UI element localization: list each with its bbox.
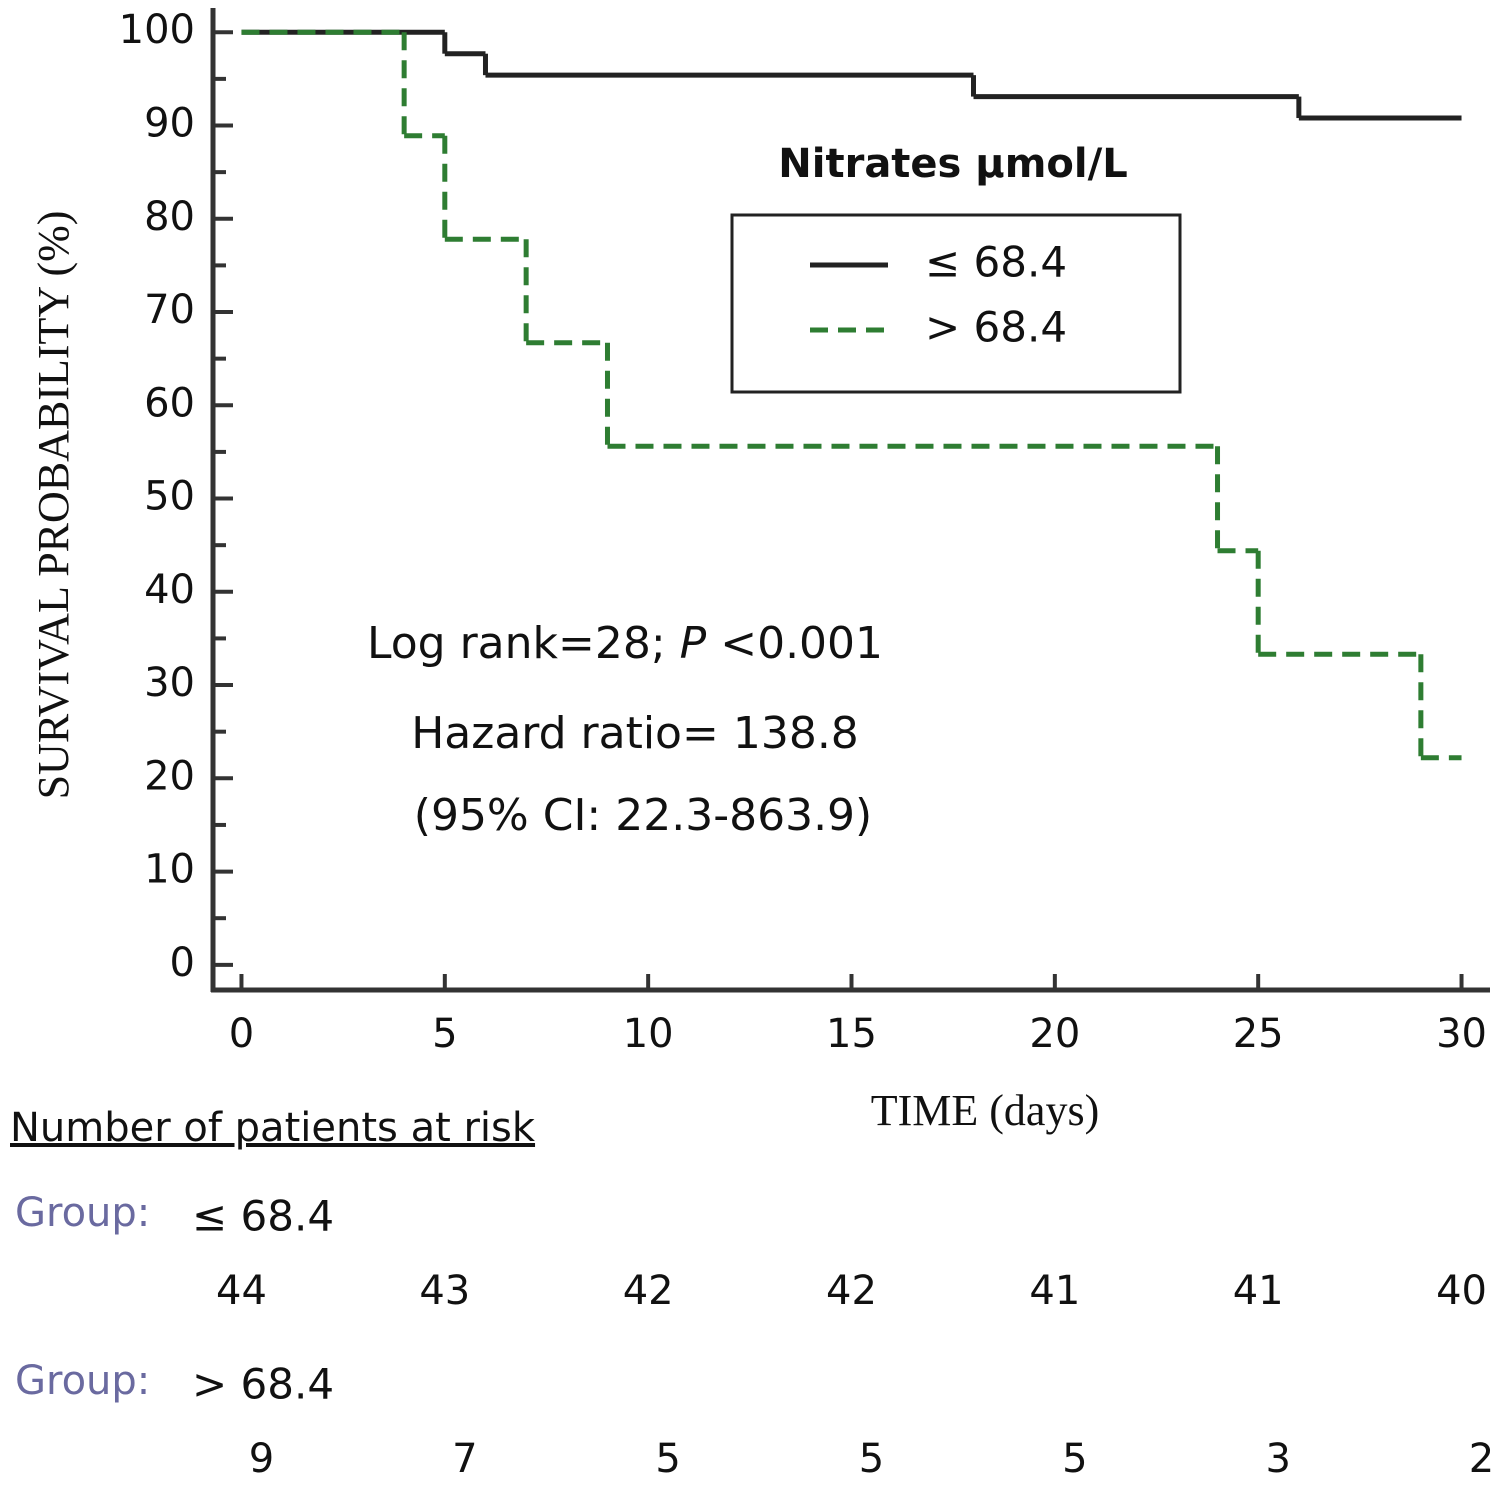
y-tick-label: 50 [144, 474, 195, 520]
risk-count: 5 [859, 1436, 884, 1482]
risk-count: 3 [1265, 1436, 1290, 1482]
group-prefix: Group: [15, 1358, 150, 1404]
annotation-part: P [680, 618, 707, 669]
y-tick-label: 0 [170, 940, 195, 986]
x-tick-label: 15 [826, 1011, 877, 1057]
annotation-part: <0.001 [706, 618, 883, 669]
y-tick-label: 100 [119, 7, 195, 53]
risk-count: 42 [826, 1268, 877, 1314]
risk-count: 5 [1062, 1436, 1087, 1482]
legend-label: > 68.4 [925, 303, 1067, 352]
y-tick-label: 30 [144, 660, 195, 706]
risk-count: 5 [655, 1436, 680, 1482]
x-tick-label: 10 [623, 1011, 674, 1057]
annotation: Hazard ratio= 138.8 [411, 708, 859, 759]
risk-count: 43 [419, 1268, 470, 1314]
y-tick-label: 60 [144, 380, 195, 426]
legend-label: ≤ 68.4 [925, 238, 1067, 287]
risk-count: 2 [1469, 1436, 1494, 1482]
x-tick-label: 0 [229, 1011, 254, 1057]
x-tick-label: 20 [1029, 1011, 1080, 1057]
risk-count: 40 [1436, 1268, 1487, 1314]
x-tick-label: 25 [1233, 1011, 1284, 1057]
risk-count: 44 [216, 1268, 267, 1314]
annotation: Log rank=28; P <0.001 [367, 618, 883, 669]
y-tick-label: 10 [144, 847, 195, 893]
group-label: > 68.4 [192, 1360, 334, 1409]
risk-count: 42 [623, 1268, 674, 1314]
risk-count: 41 [1029, 1268, 1080, 1314]
y-tick-label: 40 [144, 567, 195, 613]
y-tick-label: 80 [144, 194, 195, 240]
y-tick-label: 70 [144, 287, 195, 333]
risk-count: 41 [1233, 1268, 1284, 1314]
annotation-part: Log rank=28; [367, 618, 680, 669]
legend-title: Nitrates µmol/L [778, 141, 1127, 187]
y-axis-label: SURVIVAL PROBABILITY (%) [29, 211, 78, 800]
legend-box [730, 213, 1182, 394]
risk-count: 7 [452, 1436, 477, 1482]
group-prefix: Group: [15, 1190, 150, 1236]
annotation: (95% CI: 22.3-863.9) [414, 790, 872, 841]
y-tick-label: 90 [144, 101, 195, 147]
x-tick-label: 30 [1436, 1011, 1487, 1057]
risk-count: 9 [249, 1436, 274, 1482]
x-tick-label: 5 [432, 1011, 457, 1057]
group-label: ≤ 68.4 [192, 1192, 334, 1241]
risk-table-title: Number of patients at risk [10, 1105, 536, 1151]
y-tick-label: 20 [144, 753, 195, 799]
x-axis-label: TIME (days) [871, 1086, 1100, 1135]
